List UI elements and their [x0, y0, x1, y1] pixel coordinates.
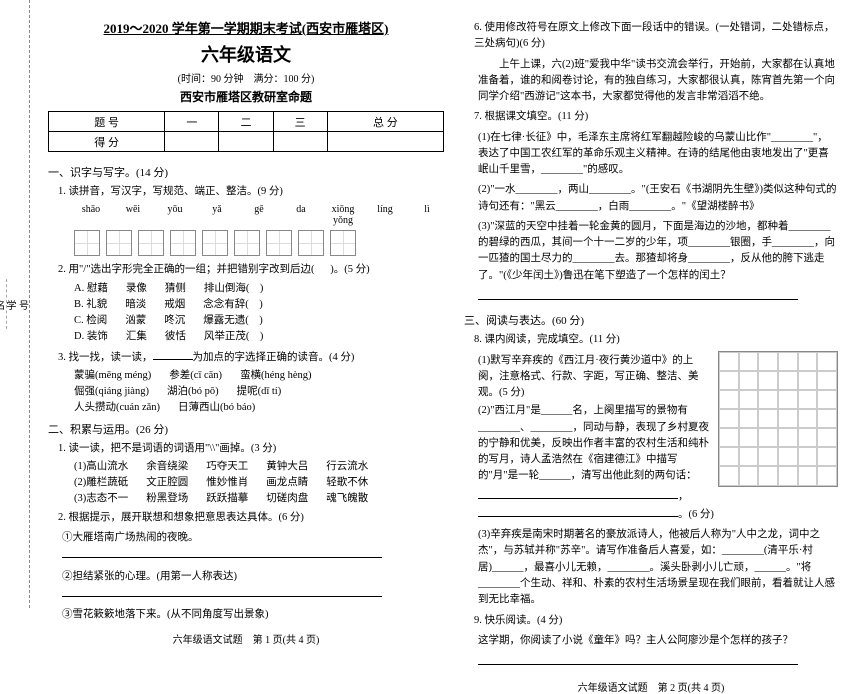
exam-subject: 六年级语文 — [48, 41, 444, 67]
q9: 9. 快乐阅读。(4 分) — [474, 613, 838, 629]
q7: 7. 根据课文填空。(11 分) — [474, 109, 838, 125]
binding-margin: 学 号 姓 名 班 级 学 校 — [0, 0, 30, 608]
footer-left: 六年级语文试题 第 1 页(共 4 页) — [48, 625, 444, 646]
section-3-title: 三、阅读与表达。(60 分) — [464, 312, 838, 328]
q8-3: (3)辛弃疾是南宋时期著名的豪放派诗人，他被后人称为"人中之龙，词中之杰"，与苏… — [478, 527, 838, 608]
section-1-title: 一、识字与写字。(14 分) — [48, 164, 444, 180]
char-box-row — [74, 230, 444, 256]
q6-para: 上午上课，六(2)班"爱我中华"读书交流会举行，开始前，大家都在认真地准备着，谁… — [478, 57, 838, 106]
binding-id: 学 号 — [7, 297, 30, 312]
exam-paper: 2019～2020 学年第一学期期末考试(西安市雁塔区) 六年级语文 (时间：9… — [30, 0, 860, 608]
q1-2: 2. 用"/"选出字形完全正确的一组；并把错别字改到后边( )。(5 分) — [58, 262, 444, 278]
table-row: 得 分 — [49, 132, 444, 152]
q7-1: (1)在七律·长征》中，毛泽东主席将红军翻越险峻的乌蒙山比作"________"… — [478, 130, 838, 179]
q1-3-phonetics: 蒙骗(mēng méng)参差(cī cān)蛮横(héng hèng) 倔强(… — [74, 368, 444, 417]
q1-2-options: A. 慰藉录像猜侧排山倒海( ) B. 礼貌暗淡戒烟念念有辞( ) C. 检阅汹… — [74, 281, 444, 346]
q7-2: (2)"一水________，两山________。"(王安石《书湖阴先生壁》)… — [478, 182, 838, 215]
q2-1-items: (1)高山流水余音绕梁巧夺天工黄钟大吕行云流水 (2)雕栏蔬砥文正腔圆惟妙惟肖画… — [74, 459, 444, 508]
exam-meta: (时间：90 分钟 满分：100 分) — [48, 70, 444, 85]
q2-2-1: ①大雁塔南广场热闹的夜晚。 — [62, 530, 444, 565]
footer-right: 六年级语文试题 第 2 页(共 4 页) — [464, 673, 838, 694]
q2-2-3: ③雪花簌簌地落下来。(从不同角度写出景象) — [62, 607, 444, 623]
exam-source: 西安市雁塔区教研室命题 — [48, 88, 444, 105]
section-2-title: 二、积累与运用。(26 分) — [48, 421, 444, 437]
table-row: 题 号 一 二 三 总 分 — [49, 112, 444, 132]
pinyin-row: shāowēi yōuyǎ gēda xiōng yǒnglíng lì — [74, 204, 444, 226]
q7-3-blank — [478, 288, 838, 306]
q1-3: 3. 找一找，读一读，为加点的字选择正确的读音。(4 分) — [58, 348, 444, 366]
q9-blank — [478, 653, 838, 671]
q7-3: (3)"深蓝的天空中挂着一轮金黄的圆月，下面是海边的沙地，都种着________… — [478, 219, 838, 284]
q2-2-2: ②担结紧张的心理。(用第一人称表达) — [62, 569, 444, 604]
q2-1: 1. 读一读，把不是词语的词语用"\\"画掉。(3 分) — [58, 441, 444, 457]
q1-1: 1. 读拼音，写汉字，写规范、端正、整洁。(9 分) — [58, 184, 444, 200]
q8: 8. 课内阅读，完成填空。(11 分) — [474, 332, 838, 348]
exam-title-period: 2019～2020 学年第一学期期末考试(西安市雁塔区) — [48, 18, 444, 37]
q2-2: 2. 根据提示，展开联想和想象把意思表达具体。(6 分) — [58, 510, 444, 526]
score-table: 题 号 一 二 三 总 分 得 分 — [48, 111, 444, 152]
writing-grid — [718, 351, 838, 487]
binding-name: 姓 名 — [0, 297, 6, 312]
q9-text: 这学期，你阅读了小说《童年》吗？主人公阿廖沙是个怎样的孩子？ — [478, 633, 838, 649]
column-right: 6. 使用修改符号在原文上修改下面一段话中的错误。(一处错词，二处错标点，三处病… — [454, 18, 848, 602]
q6: 6. 使用修改符号在原文上修改下面一段话中的错误。(一处错词，二处错标点，三处病… — [474, 20, 838, 53]
q8-2-blank: ，。(6 分) — [478, 487, 838, 524]
column-left: 2019～2020 学年第一学期期末考试(西安市雁塔区) 六年级语文 (时间：9… — [38, 18, 454, 602]
